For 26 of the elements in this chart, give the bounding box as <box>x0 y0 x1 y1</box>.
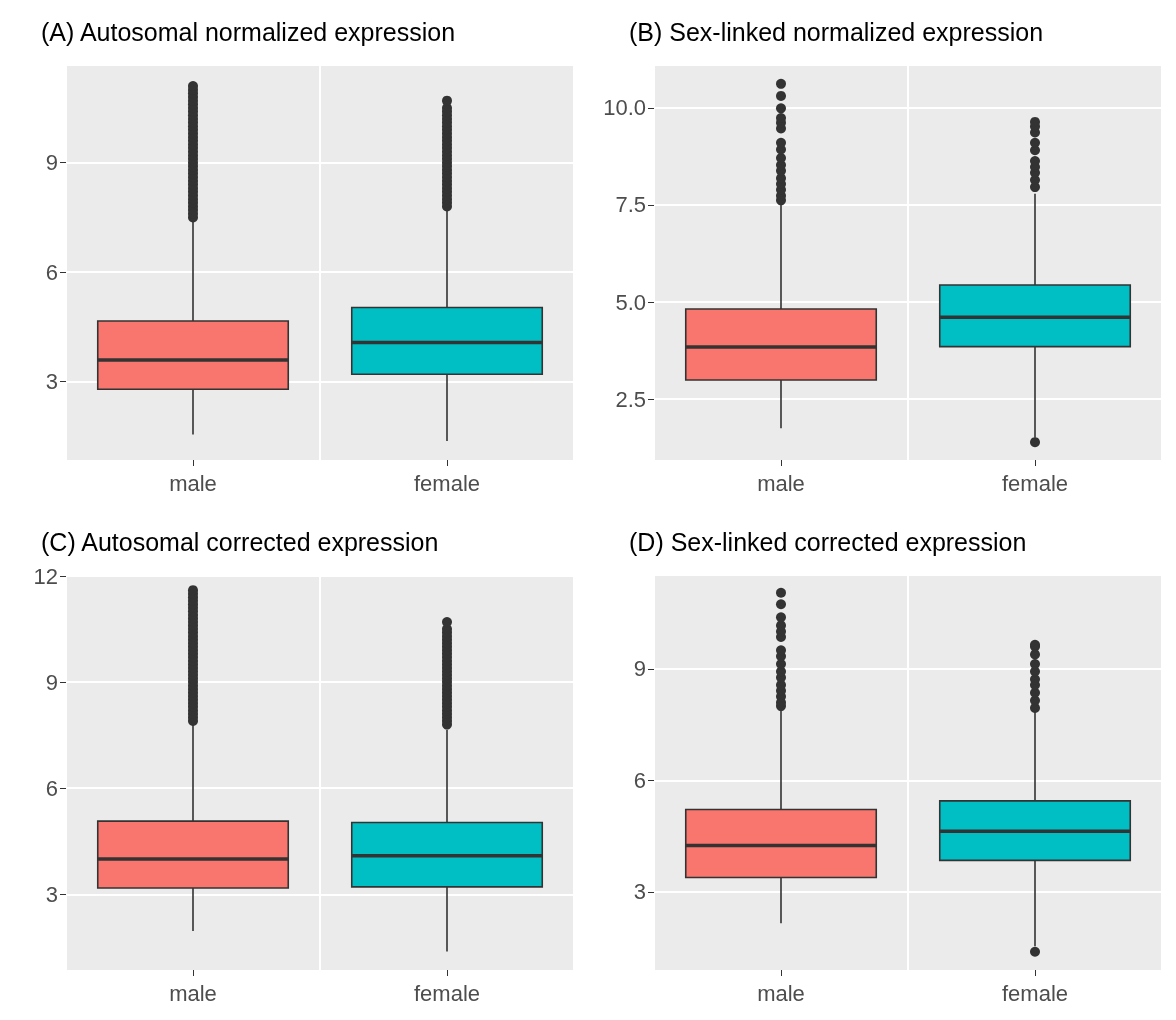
x-tick-label: female <box>413 980 481 1006</box>
chart-title: (B) Sex-linked normalized expression <box>629 17 1044 46</box>
x-tick-label: female <box>1001 980 1069 1006</box>
y-tick-label: 7.5 <box>615 192 646 218</box>
x-tick-label: male <box>169 980 217 1006</box>
y-tick-label: 2.5 <box>615 386 646 412</box>
y-tick-label: 12 <box>33 563 58 589</box>
x-tick-label: male <box>757 470 805 496</box>
y-tick-label: 6 <box>45 259 58 285</box>
x-tick-label: female <box>413 470 481 496</box>
y-tick-label: 9 <box>633 656 646 682</box>
x-tick-label: male <box>757 980 805 1006</box>
y-tick-label: 6 <box>45 775 58 801</box>
chart-title: (D) Sex-linked corrected expression <box>629 527 1027 556</box>
y-tick-label: 6 <box>633 767 646 793</box>
x-tick-label: female <box>1001 470 1069 496</box>
y-tick-label: 3 <box>45 881 58 907</box>
y-tick-label: 3 <box>45 369 58 395</box>
x-tick-label: male <box>169 470 217 496</box>
chart-title: (C) Autosomal corrected expression <box>41 527 439 556</box>
chart-title: (A) Autosomal normalized expression <box>41 17 456 46</box>
y-tick-label: 5.0 <box>615 289 646 315</box>
y-tick-label: 9 <box>45 150 58 176</box>
y-tick-label: 9 <box>45 669 58 695</box>
y-tick-label: 3 <box>633 879 646 905</box>
y-tick-label: 10.0 <box>603 95 646 121</box>
